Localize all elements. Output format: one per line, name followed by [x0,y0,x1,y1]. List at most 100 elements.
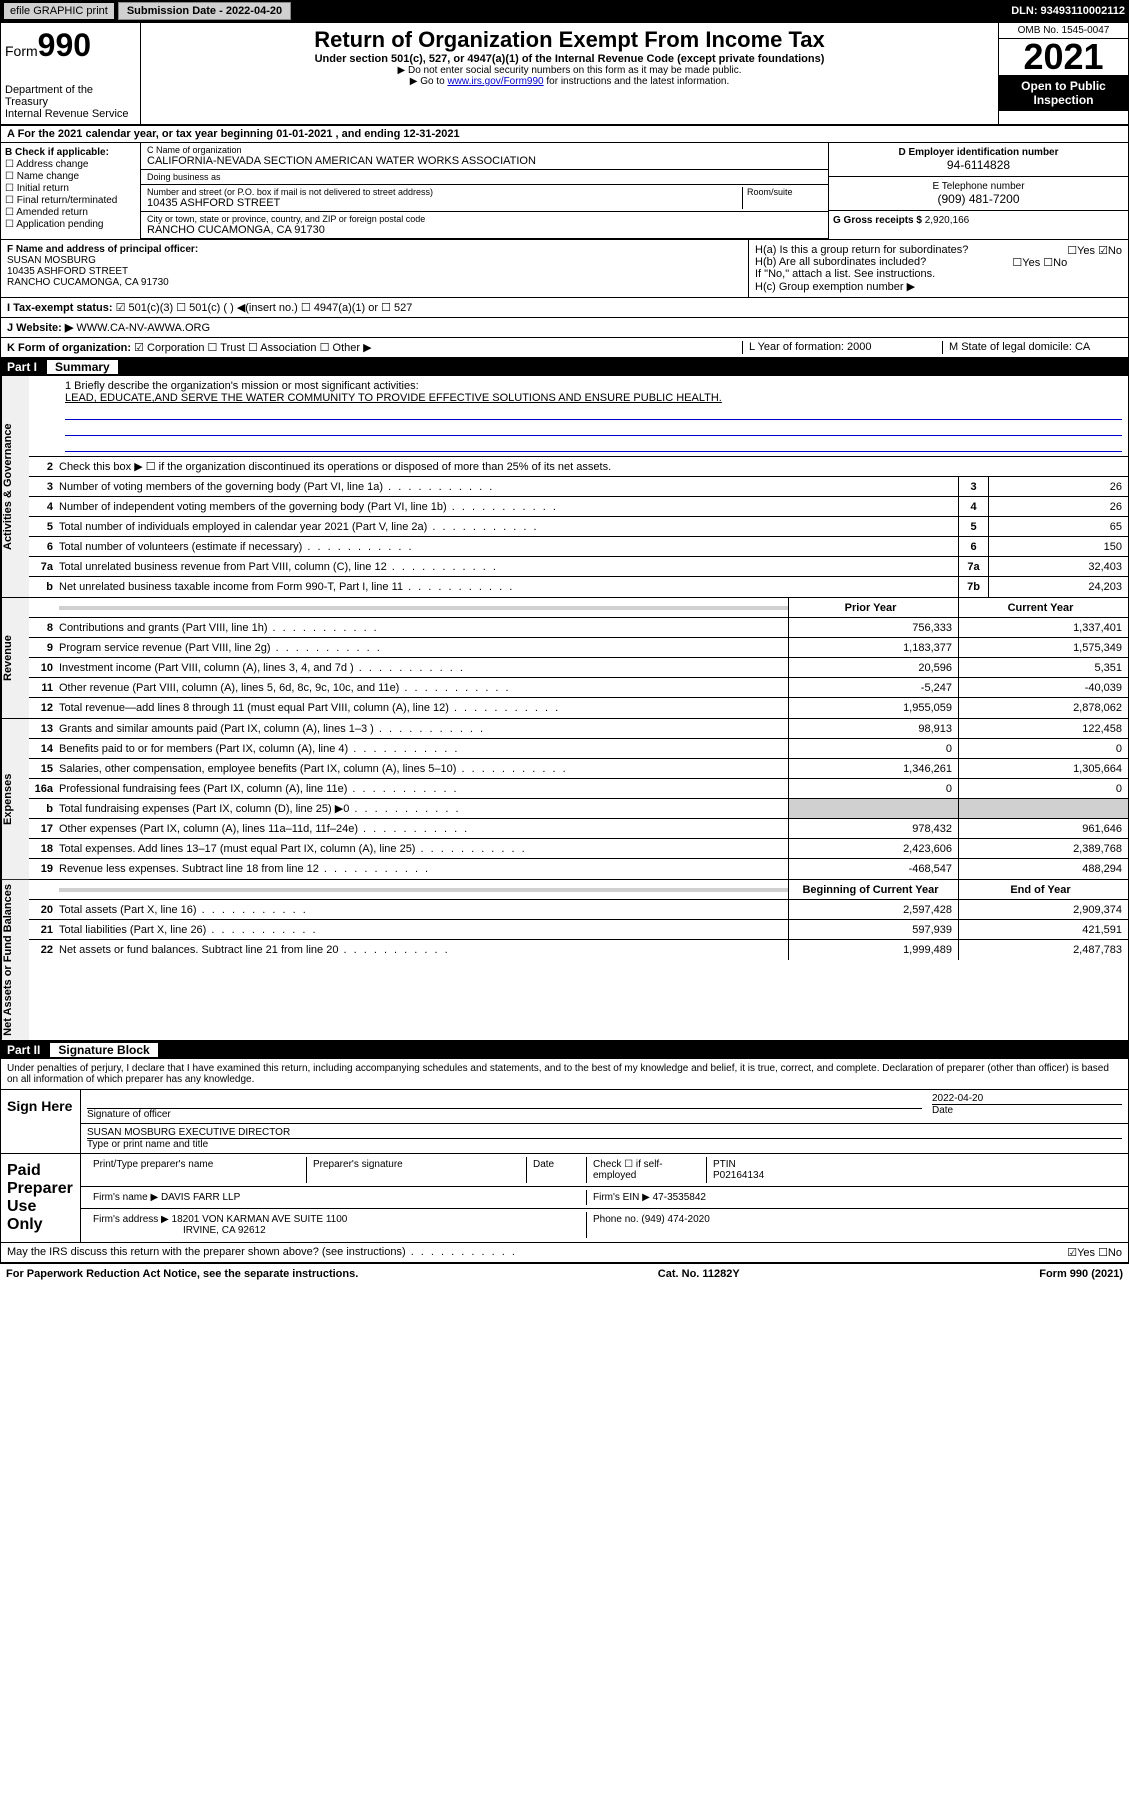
phone-value: (909) 481-7200 [833,192,1124,206]
tax-year: 2021 [999,39,1128,75]
hb-answer: ☐Yes ☐No [1012,256,1067,269]
sig-date-label: Date [932,1104,1122,1116]
ha-answer: ☐Yes ☑No [1067,244,1122,257]
officer-addr1: 10435 ASHFORD STREET [7,266,128,277]
ptin-value: P02164134 [713,1170,764,1181]
prep-phone-label: Phone no. [593,1214,639,1225]
line-20: 20Total assets (Part X, line 16)2,597,42… [29,900,1128,920]
phone-label: E Telephone number [833,181,1124,192]
line-14: 14Benefits paid to or for members (Part … [29,739,1128,759]
prep-name-head: Print/Type preparer's name [87,1157,307,1183]
line-8: 8Contributions and grants (Part VIII, li… [29,618,1128,638]
line-18: 18Total expenses. Add lines 13–17 (must … [29,839,1128,859]
form-number: 990 [38,27,91,63]
dept-treasury: Department of the Treasury [5,84,136,108]
checkbox-initial-return[interactable]: ☐ Initial return [5,183,136,194]
goto-note: ▶ Go to www.irs.gov/Form990 for instruct… [149,76,990,87]
state-domicile: M State of legal domicile: CA [942,341,1122,354]
line-11: 11Other revenue (Part VIII, column (A), … [29,678,1128,698]
form-title: Return of Organization Exempt From Incom… [149,27,990,53]
mission-prompt: 1 Briefly describe the organization's mi… [65,380,1122,392]
year-formation: L Year of formation: 2000 [742,341,942,354]
line-9: 9Program service revenue (Part VIII, lin… [29,638,1128,658]
checkbox-amended-return[interactable]: ☐ Amended return [5,207,136,218]
header-right: OMB No. 1545-0047 2021 Open to Public In… [998,23,1128,124]
public-inspection: Open to Public Inspection [999,75,1128,111]
city-label: City or town, state or province, country… [147,214,822,224]
topbar: efile GRAPHIC print Submission Date - 20… [0,0,1129,22]
col-b-checkboxes: B Check if applicable: ☐ Address change☐… [1,143,141,239]
prep-date-head: Date [527,1157,587,1183]
header-center: Return of Organization Exempt From Incom… [141,23,998,124]
paid-preparer-block: Paid Preparer Use Only Print/Type prepar… [1,1154,1128,1243]
prep-phone: (949) 474-2020 [641,1214,709,1225]
mission-text: LEAD, EDUCATE,AND SERVE THE WATER COMMUN… [65,392,1122,404]
paid-preparer-label: Paid Preparer Use Only [1,1154,81,1242]
checkbox-application-pending[interactable]: ☐ Application pending [5,219,136,230]
line-3: 3Number of voting members of the governi… [29,477,1128,497]
firm-addr1: 18201 VON KARMAN AVE SUITE 1100 [172,1214,348,1225]
checkbox-address-change[interactable]: ☐ Address change [5,159,136,170]
street-label: Number and street (or P.O. box if mail i… [147,187,742,197]
row-i-tax-status: I Tax-exempt status: ☑ 501(c)(3) ☐ 501(c… [1,298,1128,318]
gross-label: G Gross receipts $ [833,215,922,226]
current-year-head: Current Year [958,598,1128,617]
part1-header: Part I Summary [1,358,1128,376]
sig-name-label: Type or print name and title [87,1138,1122,1150]
line2-desc: Check this box ▶ ☐ if the organization d… [59,458,1128,475]
line-17: 17Other expenses (Part IX, column (A), l… [29,819,1128,839]
line-4: 4Number of independent voting members of… [29,497,1128,517]
line-13: 13Grants and similar amounts paid (Part … [29,719,1128,739]
discuss-answer: ☑Yes ☐No [1067,1246,1122,1259]
sign-here-block: Sign Here Signature of officer 2022-04-2… [1,1090,1128,1154]
dba-label: Doing business as [147,172,822,182]
end-year-head: End of Year [958,880,1128,899]
sidebar-governance: Activities & Governance [1,376,29,597]
org-name: CALIFORNIA-NEVADA SECTION AMERICAN WATER… [147,155,822,167]
row-a-tax-year: A For the 2021 calendar year, or tax yea… [1,126,1128,143]
hb-note: If "No," attach a list. See instructions… [755,268,1122,280]
firm-ein: 47-3535842 [653,1192,706,1203]
page-footer: For Paperwork Reduction Act Notice, see … [0,1264,1129,1284]
penalties-text: Under penalties of perjury, I declare th… [1,1059,1128,1090]
revenue-section: Revenue Prior YearCurrent Year 8Contribu… [1,598,1128,719]
row-fgh: F Name and address of principal officer:… [1,240,1128,298]
efile-label: efile GRAPHIC print [4,3,114,19]
sidebar-expenses: Expenses [1,719,29,879]
officer-name: SUSAN MOSBURG [7,255,96,266]
irs-link[interactable]: www.irs.gov/Form990 [447,76,543,87]
line-6: 6Total number of volunteers (estimate if… [29,537,1128,557]
org-name-label: C Name of organization [147,145,822,155]
sidebar-revenue: Revenue [1,598,29,718]
ssn-note: ▶ Do not enter social security numbers o… [149,65,990,76]
line-10: 10Investment income (Part VIII, column (… [29,658,1128,678]
line-19: 19Revenue less expenses. Subtract line 1… [29,859,1128,879]
col-c-org-info: C Name of organization CALIFORNIA-NEVADA… [141,143,828,239]
col-d-ein: D Employer identification number 94-6114… [828,143,1128,239]
checkbox-final-return-terminated[interactable]: ☐ Final return/terminated [5,195,136,206]
checkbox-name-change[interactable]: ☐ Name change [5,171,136,182]
street-value: 10435 ASHFORD STREET [147,197,742,209]
firm-addr2: IRVINE, CA 92612 [93,1225,266,1236]
netassets-section: Net Assets or Fund Balances Beginning of… [1,880,1128,1041]
form-990: Form990 Department of the Treasury Inter… [0,22,1129,1264]
line-22: 22Net assets or fund balances. Subtract … [29,940,1128,960]
sig-officer-label: Signature of officer [87,1109,171,1120]
discuss-text: May the IRS discuss this return with the… [7,1246,1067,1259]
discuss-row: May the IRS discuss this return with the… [1,1243,1128,1263]
governance-section: Activities & Governance 1 Briefly descri… [1,376,1128,598]
row-klm: K Form of organization: ☑ Corporation ☐ … [1,338,1128,358]
officer-addr2: RANCHO CUCAMONGA, CA 91730 [7,277,169,288]
beg-year-head: Beginning of Current Year [788,880,958,899]
col-b-title: B Check if applicable: [5,147,136,158]
sidebar-netassets: Net Assets or Fund Balances [1,880,29,1040]
cat-number: Cat. No. 11282Y [658,1268,740,1280]
sig-date: 2022-04-20 [932,1093,1122,1104]
gross-value: 2,920,166 [925,215,970,226]
prep-sig-head: Preparer's signature [307,1157,527,1183]
submission-date-button[interactable]: Submission Date - 2022-04-20 [118,2,291,20]
dln-label: DLN: 93493110002112 [1011,5,1125,17]
part2-header: Part II Signature Block [1,1041,1128,1059]
line-5: 5Total number of individuals employed in… [29,517,1128,537]
line-b: bTotal fundraising expenses (Part IX, co… [29,799,1128,819]
